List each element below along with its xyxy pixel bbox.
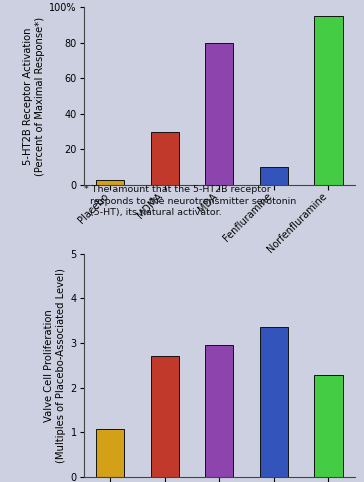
Bar (96, 429, 124, 477)
Bar (96, 180, 124, 185)
Bar (205, 43, 233, 185)
Y-axis label: Valve Cell Proliferation
(Multiples of Placebo-Associated Level): Valve Cell Proliferation (Multiples of P… (44, 268, 66, 463)
Bar (151, 132, 179, 185)
Bar (314, 16, 343, 185)
Text: * The amount that the 5-HT2B receptor
  responds to the neurotransmitter seroton: * The amount that the 5-HT2B receptor re… (84, 185, 296, 217)
Bar (151, 356, 179, 477)
Bar (260, 326, 288, 477)
Y-axis label: 5-HT2B Receptor Activation
(Percent of Maximal Response*): 5-HT2B Receptor Activation (Percent of M… (23, 16, 45, 175)
Bar (314, 375, 343, 477)
Bar (205, 345, 233, 477)
Bar (260, 167, 288, 185)
